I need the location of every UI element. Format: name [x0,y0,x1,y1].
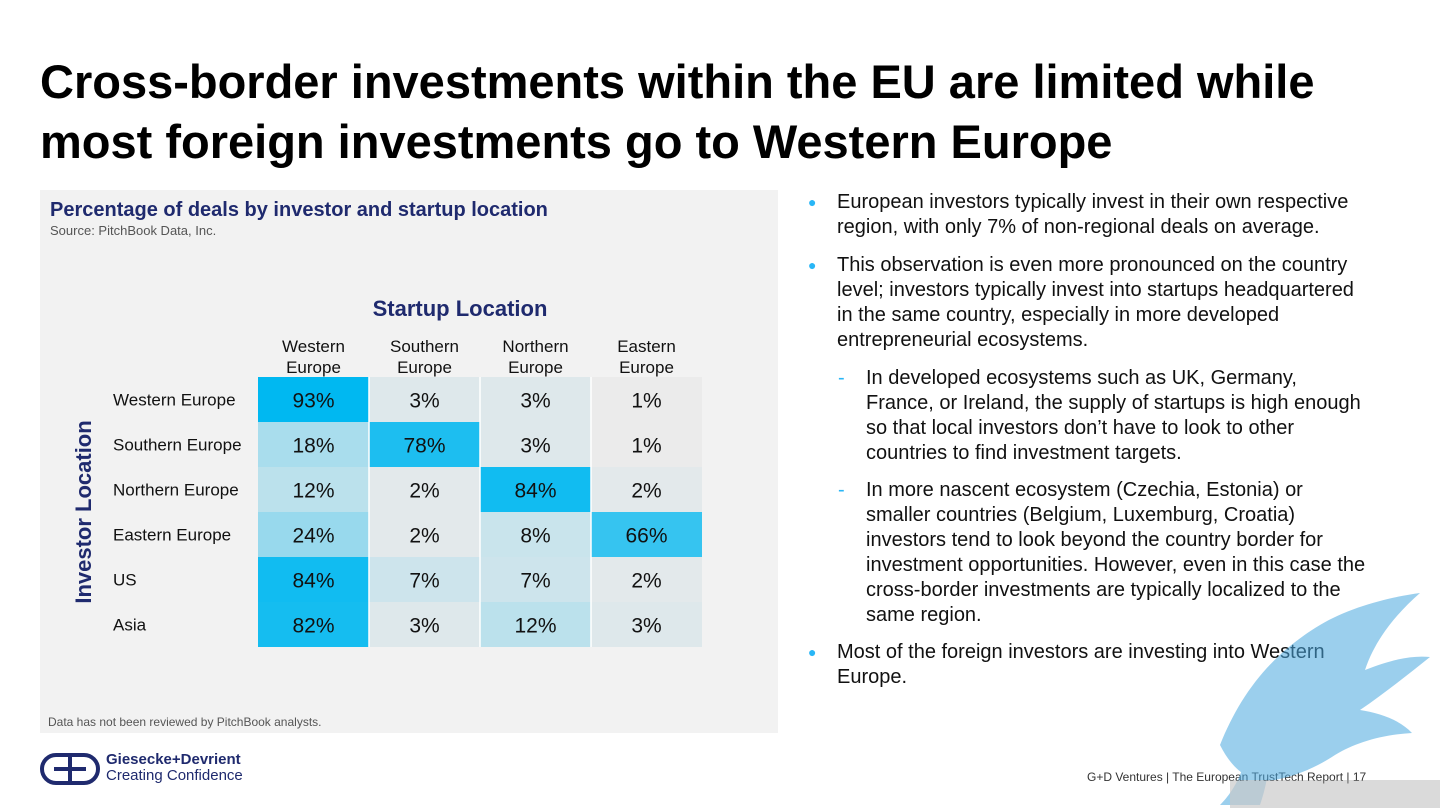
row-header: US [113,571,137,590]
heatmap-cell [480,602,591,647]
cell-value: 7% [409,570,439,593]
cell-value: 18% [292,435,334,458]
row-header: Asia [113,616,147,635]
heatmap-cell [480,377,591,422]
cell-value: 3% [409,615,439,638]
logo-text: Giesecke+Devrient Creating Confidence [106,752,243,784]
cell-value: 12% [292,480,334,503]
cell-value: 8% [520,525,550,548]
cell-value: 2% [631,570,661,593]
cell-value: 93% [292,390,334,413]
heatmap-cell [258,377,369,422]
heatmap-cell [258,557,369,602]
gd-logo-icon [40,753,100,785]
heatmap-cell [258,422,369,467]
cell-value: 7% [520,570,550,593]
logo-name: Giesecke+Devrient [106,751,241,768]
bullet-list: European investors typically invest in t… [808,190,1368,703]
heatmap-cell [480,512,591,557]
bullet-item: European investors typically invest in t… [808,190,1368,240]
cell-value: 3% [520,390,550,413]
column-header: Europe [508,358,563,377]
cell-value: 78% [403,435,445,458]
cell-value: 24% [292,525,334,548]
column-header: Eastern [617,337,676,356]
heatmap-cell [591,467,702,512]
cell-value: 3% [631,615,661,638]
sub-bullet-item: In developed ecosystems such as UK, Germ… [808,366,1368,466]
heatmap-cell [591,557,702,602]
heatmap-cell [591,512,702,557]
cell-value: 2% [631,480,661,503]
column-header: Europe [286,358,341,377]
chart-title: Percentage of deals by investor and star… [50,199,548,221]
heatmap-cell [369,377,480,422]
chart-source: Source: PitchBook Data, Inc. [50,223,217,238]
bullet-item: Most of the foreign investors are invest… [808,640,1368,690]
column-header: Europe [619,358,674,377]
heatmap-cell [369,512,480,557]
heatmap-cell [591,377,702,422]
heatmap-cell [369,557,480,602]
cell-value: 84% [514,480,556,503]
heatmap-cell [258,602,369,647]
x-axis-title: Startup Location [373,296,548,321]
cell-value: 66% [625,525,667,548]
heatmap-cell [480,467,591,512]
column-header: Northern [502,337,568,356]
row-header: Southern Europe [113,436,242,455]
heatmap-cell [258,512,369,557]
cell-value: 3% [520,435,550,458]
column-header: Southern [390,337,459,356]
cell-value: 3% [409,390,439,413]
column-header: Western [282,337,345,356]
cell-value: 84% [292,570,334,593]
cell-value: 12% [514,615,556,638]
heatmap-cell [480,557,591,602]
y-axis-title: Investor Location [71,420,96,603]
bullet-item: This observation is even more pronounced… [808,253,1368,353]
page-title: Cross-border investments within the EU a… [40,55,1315,168]
cell-value: 1% [631,435,661,458]
sub-bullet-item: In more nascent ecosystem (Czechia, Esto… [808,478,1368,628]
row-header: Northern Europe [113,481,239,500]
cell-value: 82% [292,615,334,638]
heatmap-cell [591,602,702,647]
row-header: Western Europe [113,391,236,410]
heatmap-cell [369,602,480,647]
heatmap-chart: Startup Location Investor Location Western… [71,296,702,647]
heatmap-cell [258,467,369,512]
heatmap-cell [480,422,591,467]
chart-footnote: Data has not been reviewed by PitchBook … [48,715,322,729]
column-header: Europe [397,358,452,377]
cell-value: 2% [409,480,439,503]
logo-tagline: Creating Confidence [106,767,243,784]
heatmap-cell [369,467,480,512]
cell-value: 2% [409,525,439,548]
chart-panel: Percentage of deals by investor and star… [40,190,778,733]
heatmap-cell [591,422,702,467]
row-header: Eastern Europe [113,526,231,545]
griffin-watermark-icon [1220,593,1440,808]
heatmap-cell [369,422,480,467]
cell-value: 1% [631,390,661,413]
